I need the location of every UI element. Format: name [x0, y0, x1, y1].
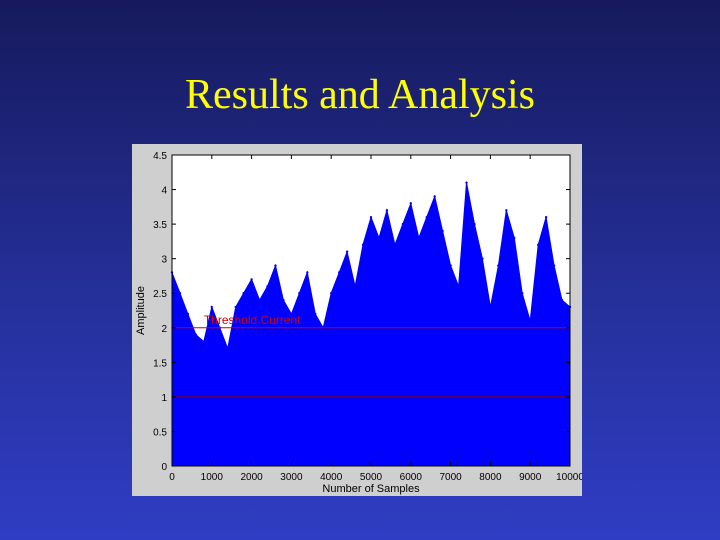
- series-0-point: [330, 292, 333, 295]
- series-0-point: [433, 195, 436, 198]
- x-tick-label: 5000: [360, 472, 383, 483]
- y-tick-label: 0: [161, 462, 167, 473]
- y-tick-label: 4.5: [153, 151, 167, 162]
- series-0-point: [282, 298, 285, 302]
- series-0-point: [544, 216, 548, 219]
- series-0-point: [505, 209, 508, 212]
- x-tick-label: 9000: [519, 472, 542, 483]
- x-tick-label: 2000: [240, 472, 263, 483]
- amplitude-chart: Threshold Current 0 1000 2000 3000 4000 5000 60…: [135, 151, 582, 495]
- series-0-point: [361, 243, 365, 247]
- series-0-point: [393, 243, 397, 247]
- series-0-point: [290, 312, 293, 316]
- x-tick-label: 7000: [439, 472, 462, 483]
- series-0-point: [314, 312, 317, 316]
- series-0-point: [337, 271, 341, 274]
- series-0-area: [171, 182, 571, 467]
- series-0-point: [417, 236, 420, 240]
- series-0-point: [441, 229, 444, 233]
- series-0-point: [242, 292, 245, 295]
- series-0-point: [457, 285, 460, 288]
- series-0-point: [353, 285, 357, 288]
- x-tick-label: 0: [169, 472, 175, 483]
- series-0-point: [481, 257, 484, 260]
- series-0-point: [473, 222, 476, 226]
- series-0-point: [521, 292, 524, 295]
- x-tick-label: 6000: [400, 472, 423, 483]
- y-tick-label: 2: [161, 324, 167, 335]
- series-0-point: [377, 236, 381, 240]
- x-axis-label: Number of Samples: [322, 483, 420, 495]
- y-tick-label: 2.5: [153, 289, 167, 300]
- x-tick-label: 3000: [280, 472, 303, 483]
- slide-title: Results and Analysis: [184, 72, 535, 118]
- x-tick-label: 1000: [201, 472, 224, 483]
- series-0-point: [210, 305, 213, 309]
- series-0-point: [513, 236, 516, 240]
- series-0-point: [250, 278, 253, 281]
- series-0-point: [552, 264, 556, 267]
- series-0-point: [449, 264, 452, 267]
- series-0-point: [258, 298, 261, 302]
- y-tick-label: 4: [161, 186, 167, 197]
- y-tick-label: 1.5: [153, 358, 167, 369]
- series-0-point: [345, 250, 349, 253]
- series-0-point: [409, 202, 412, 205]
- series-0-point: [234, 305, 237, 309]
- series-0-point: [369, 216, 373, 219]
- series-0-point: [489, 305, 492, 309]
- series-0-point: [274, 264, 277, 267]
- x-tick-label: 8000: [479, 472, 502, 483]
- series-0-point: [298, 292, 301, 295]
- series-0-point: [401, 222, 405, 226]
- series-0-point: [425, 216, 428, 219]
- series-0-point: [202, 340, 206, 343]
- series-0-point: [226, 347, 229, 350]
- series-0-point: [465, 181, 468, 184]
- series-0-point: [306, 271, 309, 274]
- y-tick-label: 0.5: [153, 427, 167, 438]
- series-0-point: [194, 333, 198, 336]
- series-0-point: [536, 243, 540, 247]
- figure-panel: Threshold Current 0 1000 2000 3000 4000 5000 60…: [132, 144, 582, 496]
- y-tick-label: 3: [161, 255, 167, 266]
- series-0-point: [178, 292, 182, 295]
- x-tick-label: 4000: [320, 472, 343, 483]
- threshold-label: Threshold Current: [204, 313, 301, 327]
- x-tick-label: 10000: [556, 472, 582, 483]
- series-0-point: [560, 298, 564, 302]
- series-0-point: [186, 312, 190, 316]
- series-0-point: [497, 264, 500, 267]
- series-0-point: [529, 319, 532, 323]
- y-tick-label: 1: [161, 393, 167, 404]
- series-0-point: [385, 209, 389, 212]
- y-axis-label: Amplitude: [135, 286, 147, 335]
- series-0-point: [266, 285, 269, 288]
- y-tick-label: 3.5: [153, 220, 167, 231]
